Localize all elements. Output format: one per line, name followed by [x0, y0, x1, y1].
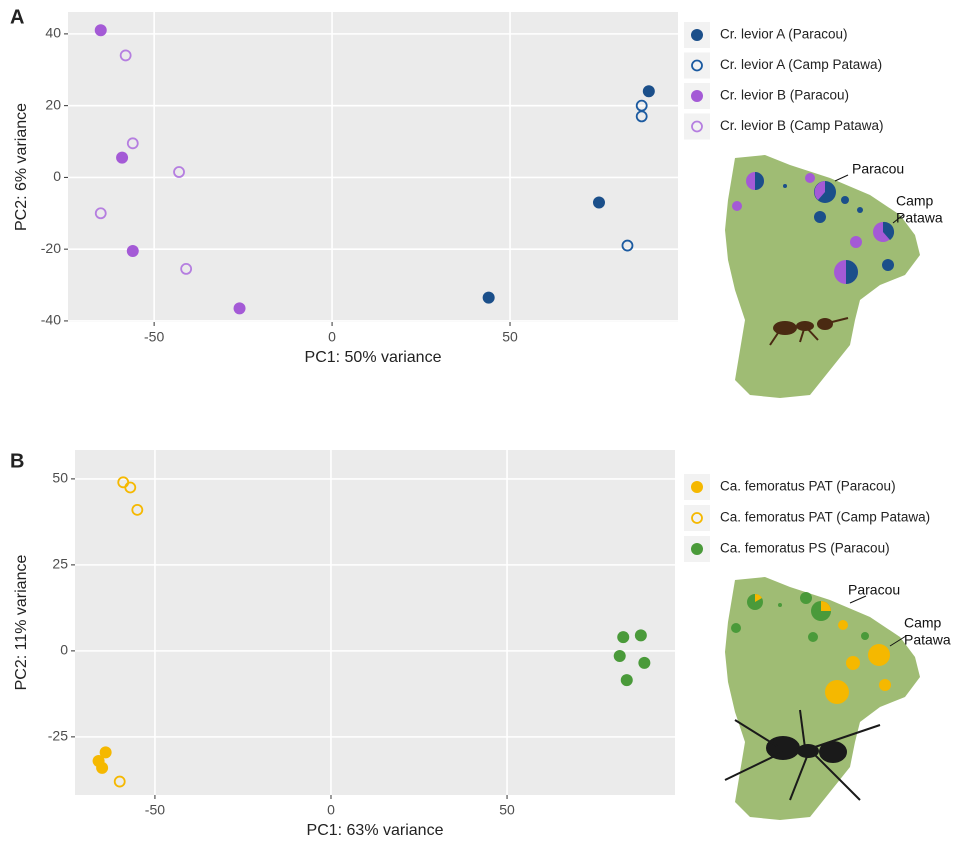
legend-label: Cr. levior A (Camp Patawa): [720, 57, 882, 72]
plot-background: [75, 450, 675, 795]
point: [617, 631, 630, 644]
map-label: Camp: [896, 193, 934, 209]
legend-label: Ca. femoratus PAT (Paracou): [720, 479, 896, 494]
legend-marker: [691, 120, 703, 133]
y-tick-label: -25: [48, 728, 68, 744]
point: [119, 49, 132, 62]
point: [94, 207, 107, 220]
map-label: Paracou: [848, 582, 900, 598]
x-tick-label: 50: [499, 802, 515, 818]
map-b: [724, 577, 920, 820]
y-tick-label: 20: [45, 96, 61, 112]
point: [642, 85, 655, 98]
legend-marker: [691, 481, 703, 493]
legend-marker: [691, 90, 703, 102]
legend-marker: [691, 543, 703, 555]
point: [638, 656, 651, 669]
point: [124, 481, 137, 494]
legend-marker: [691, 29, 703, 41]
legend-key: [684, 113, 710, 140]
ant-b: [724, 709, 881, 801]
legend-label: Ca. femoratus PS (Paracou): [720, 541, 890, 556]
pointer: [849, 595, 867, 604]
pointer: [834, 174, 849, 182]
panel-label: B: [10, 450, 24, 472]
x-axis-title: PC1: 63% variance: [307, 822, 444, 839]
y-tick-label: 0: [60, 642, 68, 658]
point: [116, 151, 129, 164]
legend-label: Cr. levior A (Paracou): [720, 27, 848, 42]
legend-marker: [691, 512, 703, 524]
plot-background: [68, 12, 678, 322]
point: [634, 629, 647, 642]
map-pies: [732, 172, 895, 284]
ant-a: [769, 317, 849, 346]
x-tick-label: 0: [328, 329, 336, 345]
map-label: Patawa: [896, 210, 943, 226]
point: [621, 239, 634, 252]
panel-label: A: [10, 6, 24, 28]
y-axis-title: PC2: 6% variance: [13, 103, 30, 231]
pointer: [889, 635, 907, 647]
x-tick-label: -50: [144, 329, 164, 345]
map-label: Camp: [904, 615, 942, 631]
map-a: [725, 155, 920, 398]
y-tick-label: 25: [52, 556, 68, 572]
point: [173, 166, 185, 178]
point: [635, 110, 648, 123]
y-tick-label: 40: [45, 25, 61, 41]
point: [96, 761, 109, 774]
point: [126, 137, 139, 150]
legend-key: [684, 505, 710, 531]
point: [613, 650, 626, 663]
point: [482, 291, 495, 304]
y-tick-label: -20: [41, 240, 61, 256]
legend-label: Cr. levior B (Camp Patawa): [720, 118, 884, 133]
point: [94, 24, 107, 37]
legend-key: [684, 52, 710, 79]
x-tick-label: 50: [502, 329, 518, 345]
legend-label: Cr. levior B (Paracou): [720, 88, 849, 103]
map-pies: [731, 592, 891, 704]
y-tick-label: 50: [52, 470, 68, 486]
x-axis-title: PC1: 50% variance: [305, 349, 442, 366]
legend-label: Ca. femoratus PAT (Camp Patawa): [720, 510, 930, 525]
point: [592, 196, 605, 209]
map-label: Paracou: [852, 161, 904, 177]
pointer: [892, 214, 904, 224]
point: [233, 302, 246, 315]
point: [180, 262, 193, 275]
point: [620, 674, 633, 687]
y-tick-label: -40: [41, 312, 61, 328]
point: [126, 244, 139, 257]
point: [113, 775, 126, 788]
legend-marker: [691, 59, 703, 72]
y-axis-title: PC2: 11% variance: [13, 555, 30, 691]
map-shape: [725, 577, 920, 820]
x-tick-label: 0: [327, 802, 335, 818]
map-shape: [725, 155, 920, 398]
map-label: Patawa: [904, 632, 951, 648]
point: [131, 503, 144, 516]
y-tick-label: 0: [53, 168, 61, 184]
x-tick-label: -50: [145, 802, 165, 818]
point: [99, 746, 112, 759]
